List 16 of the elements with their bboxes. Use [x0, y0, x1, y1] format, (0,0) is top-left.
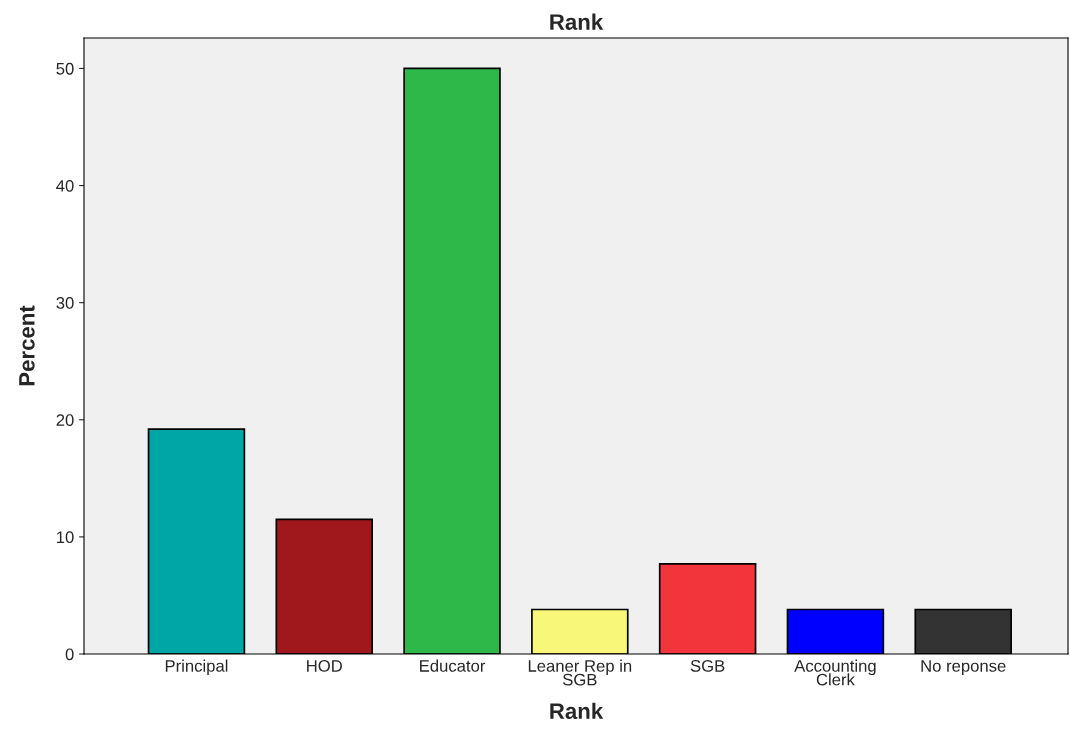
x-tick-label: Educator	[420, 659, 486, 672]
x-tick-label: HOD	[307, 660, 342, 672]
y-axis-title: Percent	[19, 305, 35, 386]
y-tick-label: 10	[57, 531, 74, 544]
y-tick-label: 20	[56, 414, 74, 426]
x-tick-label: No reponse	[921, 660, 1006, 676]
x-tick-label: SGB	[690, 660, 725, 672]
x-tick-label: Accounting Clerk	[794, 659, 876, 686]
x-axis-title: Rank	[550, 702, 604, 720]
y-tick-label: 30	[56, 297, 74, 309]
x-tick-label: Leaner Rep in SGB	[528, 659, 632, 686]
x-tick-label: Principal	[165, 659, 228, 676]
y-tick-label: 0	[65, 648, 74, 661]
y-tick-label: 40	[56, 179, 74, 192]
chart-title: Rank	[550, 13, 604, 30]
y-tick-label: 50	[56, 62, 74, 75]
